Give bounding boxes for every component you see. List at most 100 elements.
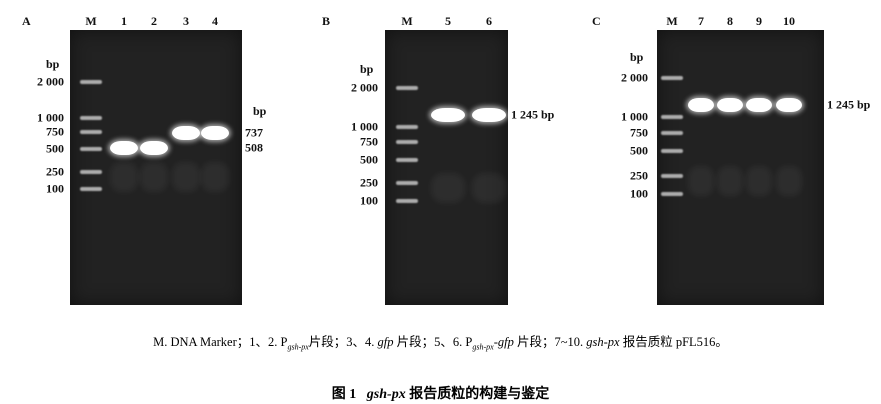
gel-image-C — [657, 30, 824, 305]
marker-band — [661, 76, 683, 80]
marker-band — [661, 115, 683, 119]
marker-size-label: 2 000 — [621, 70, 648, 85]
marker-band — [396, 199, 418, 203]
lane-smear — [140, 162, 168, 192]
band-size-label: 1 245 bp — [511, 107, 555, 122]
lane-label: 1 — [121, 14, 127, 28]
legend-text: 报告质粒 pFL516。 — [619, 335, 728, 349]
lane-smear — [746, 166, 772, 196]
marker-size-label: 1 000 — [351, 119, 378, 134]
dna-band — [431, 107, 465, 122]
legend-text: M. DNA Marker；1、2. P — [153, 335, 288, 349]
marker-size-label: 2 000 — [351, 80, 378, 95]
figure-legend: M. DNA Marker；1、2. Pgsh-px片段；3、4. gfp 片段… — [0, 331, 881, 352]
lane-label: 6 — [486, 14, 492, 28]
legend-subscript: gsh-px — [287, 342, 309, 352]
marker-band — [396, 181, 418, 185]
marker-size-label: 250 — [46, 164, 64, 179]
legend-gene: gsh-px — [586, 335, 620, 349]
marker-band — [80, 116, 102, 120]
lane-smear — [172, 162, 200, 192]
legend-text: 片段；3、4. — [308, 335, 378, 349]
lane-label: 7 — [698, 14, 704, 28]
dna-band — [776, 97, 802, 112]
marker-size-label: 750 — [46, 124, 64, 139]
marker-band — [661, 192, 683, 196]
lane-label: 9 — [756, 14, 762, 28]
marker-band — [80, 147, 102, 151]
lane-label: 3 — [183, 14, 189, 28]
dna-band — [201, 125, 229, 140]
dna-band — [140, 141, 168, 156]
legend-subscript: gsh-px — [472, 342, 494, 352]
lane-label: 10 — [783, 14, 795, 28]
marker-size-label: 250 — [630, 168, 648, 183]
marker-band — [80, 187, 102, 191]
marker-size-label: 750 — [360, 134, 378, 149]
band-size-label: 508 — [245, 140, 263, 155]
legend-gene: gfp — [497, 335, 514, 349]
marker-band — [396, 158, 418, 162]
legend-text: - — [493, 335, 498, 349]
unit-label: bp — [46, 57, 60, 71]
band-size-label: 737 — [245, 125, 263, 140]
panel-label: C — [592, 14, 601, 28]
lane-label: 4 — [212, 14, 218, 28]
lane-smear — [110, 162, 138, 192]
marker-size-label: 500 — [46, 141, 64, 156]
lane-smear — [688, 166, 714, 196]
marker-size-label: 2 000 — [37, 74, 64, 89]
marker-band — [396, 125, 418, 129]
marker-size-label: 100 — [360, 193, 378, 208]
unit-label: bp — [630, 50, 644, 64]
dna-band — [688, 97, 714, 112]
marker-band — [661, 149, 683, 153]
gel-image-A — [70, 30, 242, 305]
lane-label: M — [401, 14, 413, 28]
marker-size-label: 100 — [630, 186, 648, 201]
panel-label: B — [322, 14, 331, 28]
dna-band — [746, 97, 772, 112]
marker-band — [661, 131, 683, 135]
panel-label: A — [22, 14, 31, 28]
marker-size-label: 750 — [630, 125, 648, 140]
marker-band — [80, 80, 102, 84]
title-text: 报告质粒的构建与鉴定 — [405, 387, 550, 402]
marker-size-label: 500 — [360, 152, 378, 167]
figure-number: 图 1 — [331, 387, 357, 402]
marker-band — [396, 140, 418, 144]
marker-size-label: 1 000 — [621, 109, 648, 124]
dna-band — [110, 141, 138, 156]
dna-band — [172, 125, 200, 140]
lane-smear — [776, 166, 802, 196]
marker-band — [396, 86, 418, 90]
figure-title: 图 1 gsh-px 报告质粒的构建与鉴定 — [0, 383, 881, 403]
lane-label: M — [85, 14, 97, 28]
lane-label: 8 — [727, 14, 733, 28]
marker-size-label: 100 — [46, 181, 64, 196]
gel-image-B — [385, 30, 508, 305]
lane-label: 2 — [151, 14, 157, 28]
marker-band — [80, 170, 102, 174]
legend-gene: gfp — [377, 335, 394, 349]
lane-smear — [472, 173, 506, 203]
lane-smear — [201, 162, 229, 192]
band-size-label: 1 245 bp — [827, 97, 871, 112]
lane-label: 5 — [445, 14, 451, 28]
dna-band — [717, 97, 743, 112]
lane-smear — [717, 166, 743, 196]
legend-text: 片段；7~10. — [513, 335, 587, 349]
unit-label: bp — [360, 62, 374, 76]
unit-label-right: bp — [253, 104, 267, 118]
marker-size-label: 500 — [630, 143, 648, 158]
lane-smear — [431, 173, 465, 203]
marker-band — [661, 174, 683, 178]
title-gene: gsh-px — [366, 387, 406, 402]
marker-size-label: 1 000 — [37, 110, 64, 125]
lane-label: M — [666, 14, 678, 28]
marker-band — [80, 130, 102, 134]
dna-band — [472, 107, 506, 122]
legend-text: 片段；5、6. P — [393, 335, 473, 349]
marker-size-label: 250 — [360, 175, 378, 190]
